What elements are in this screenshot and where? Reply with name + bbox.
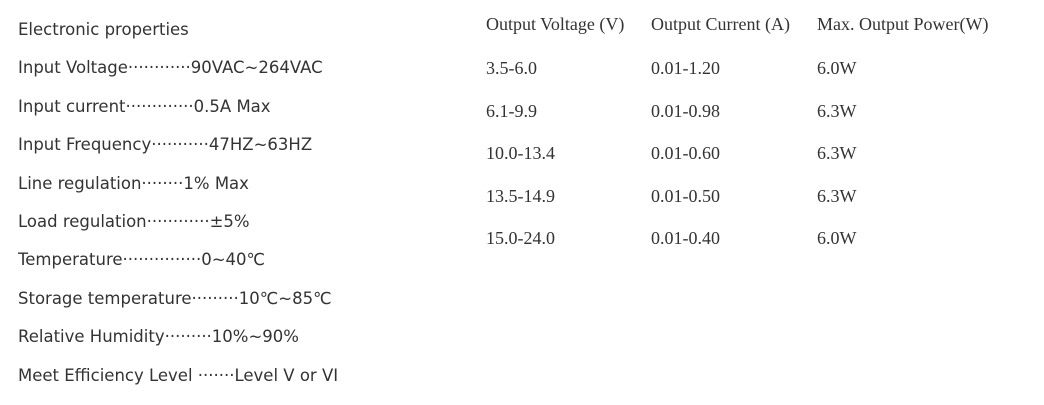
spec-item: Input current·············0.5A Max	[18, 96, 271, 116]
table-cell: 10.0-13.4	[486, 143, 555, 164]
table-cell: 6.1-9.9	[486, 100, 537, 121]
table-cell: 0.01-0.50	[651, 185, 720, 206]
table-cell: 13.5-14.9	[486, 185, 555, 206]
spec-item: Storage temperature·········10℃~85℃	[18, 288, 332, 308]
spec-item: Input Frequency···········47HZ~63HZ	[18, 135, 313, 155]
table-cell: 6.0W	[817, 228, 857, 249]
spec-item: Input Voltage············90VAC~264VAC	[18, 58, 323, 78]
table-cell: 0.01-0.60	[651, 143, 720, 164]
table-header: Max. Output Power(W)	[817, 14, 989, 34]
spec-item: Meet Efficiency Level ·······Level V or …	[18, 365, 339, 385]
table-cell: 3.5-6.0	[486, 58, 537, 78]
table-cell: 0.01-0.98	[651, 100, 720, 121]
spec-item: Load regulation············±5%	[18, 212, 250, 231]
table-header: Output Current (A)	[651, 14, 790, 34]
spec-item: Line regulation········1% Max	[18, 173, 249, 193]
section-title: Electronic properties	[18, 20, 189, 39]
table-header: Output Voltage (V)	[486, 14, 625, 34]
spec-item: Relative Humidity·········10%~90%	[18, 327, 299, 347]
table-cell: 0.01-1.20	[651, 58, 720, 78]
table-cell: 6.3W	[817, 143, 857, 164]
table-cell: 15.0-24.0	[486, 228, 555, 249]
table-cell: 6.3W	[817, 185, 857, 206]
table-cell: 6.3W	[817, 100, 857, 121]
spec-item: Temperature···············0~40℃	[18, 250, 266, 270]
table-cell: 0.01-0.40	[651, 228, 720, 249]
table-cell: 6.0W	[817, 58, 857, 78]
